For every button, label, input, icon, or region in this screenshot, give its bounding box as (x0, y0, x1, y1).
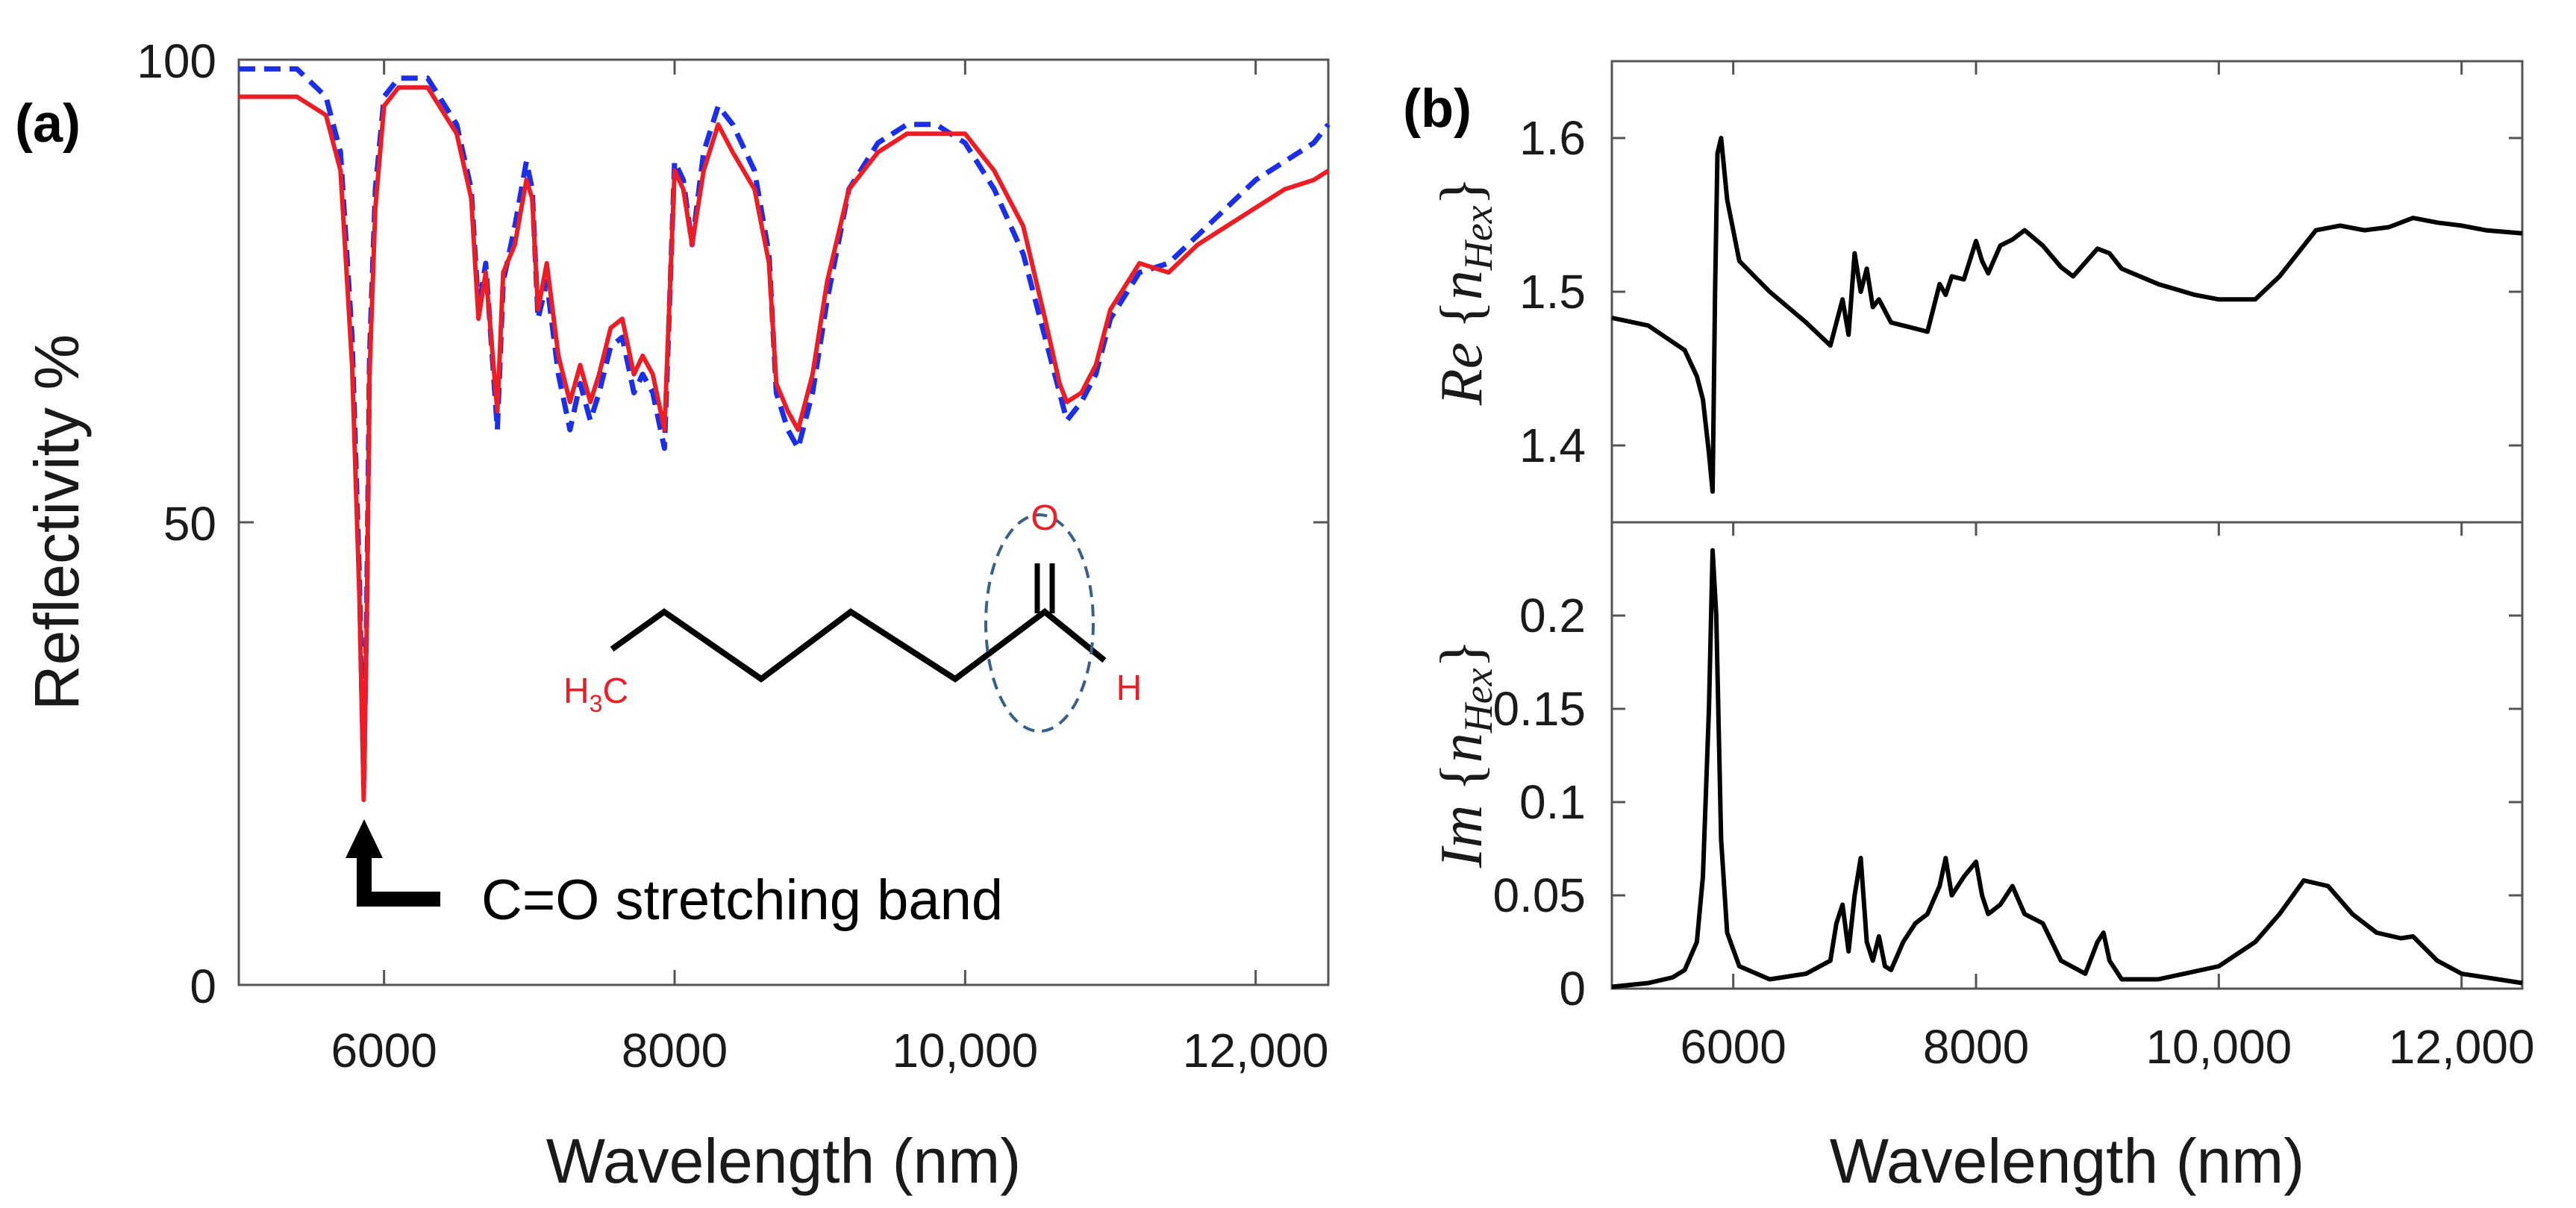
panel-b: (b) 1.4 1.5 1.6 0 0.05 0.1 0.15 0.2 6000 8000 10… (1403, 60, 2535, 1196)
b-x-ticks: 6000 8000 10,000 12,000 (1680, 61, 2535, 1074)
carbon-chain (610, 607, 1107, 683)
b-im-series (1611, 548, 2523, 989)
re-open-brace: { (1429, 300, 1495, 328)
b-re-y-axis-label: Re {nHex} (1429, 177, 1501, 406)
methyl-sub: 3 (590, 690, 603, 717)
a-x-axis-label: Wavelength (nm) (546, 1126, 1021, 1196)
b-x-tick-label: 6000 (1680, 1020, 1786, 1074)
a-x-tick-label: 12,000 (1183, 1024, 1329, 1077)
b-y-tick-label: 0.1 (1519, 775, 1586, 829)
b-re-y-ticks: 1.4 1.5 1.6 (1519, 111, 2522, 472)
a-x-ticks: 6000 8000 10,000 12,000 (331, 60, 1329, 1077)
hydrogen-label: H (1116, 669, 1142, 708)
b-y-tick-label: 1.6 (1519, 111, 1586, 165)
a-x-tick-label: 6000 (331, 1024, 437, 1077)
re-base: n (1429, 270, 1495, 300)
methyl-label: H3C (563, 672, 628, 717)
a-x-tick-label: 10,000 (892, 1024, 1038, 1077)
im-close-brace: } (1429, 639, 1495, 668)
im-base: n (1429, 733, 1495, 763)
a-x-tick-label: 8000 (622, 1024, 728, 1077)
oxygen-label: O (1031, 498, 1058, 538)
plot-a-frame (237, 58, 1330, 986)
b-y-tick-label: 0 (1559, 962, 1586, 1015)
a-y-tick-label: 0 (190, 960, 216, 1013)
re-prefix: Re (1429, 342, 1495, 406)
a-series (239, 66, 1331, 802)
methyl-c: C (602, 672, 628, 711)
im-sub: Hex (1456, 668, 1501, 733)
b-x-tick-label: 10,000 (2145, 1020, 2292, 1074)
arrow-head (346, 819, 383, 858)
b-y-tick-label: 1.4 (1519, 419, 1586, 472)
im-prefix: Im (1429, 805, 1495, 869)
b-y-tick-label: 0.05 (1492, 869, 1586, 922)
carbonyl-arrow: C=O stretching band (346, 819, 1003, 932)
re-sub: Hex (1456, 205, 1501, 271)
b-y-tick-label: 0.2 (1519, 589, 1586, 642)
b-re-series (1611, 136, 2523, 494)
b-x-axis-label: Wavelength (nm) (1830, 1126, 2304, 1196)
panel-a-label: (a) (15, 94, 81, 154)
a-series-measured (239, 85, 1330, 802)
b-series (1611, 136, 2523, 989)
im-open-brace: { (1429, 763, 1495, 791)
a-y-axis-label: Reflectivity % (22, 334, 92, 710)
plot-b-top-frame (1610, 60, 2524, 524)
hexanal-structure: O H H3C (563, 498, 1142, 733)
panel-b-label: (b) (1403, 79, 1472, 139)
b-y-tick-label: 0.15 (1492, 682, 1586, 736)
methyl-h: H (563, 672, 590, 711)
b-im-y-axis-label: Im {nHex} (1429, 639, 1501, 869)
plot-b-bottom-frame (1610, 521, 2524, 990)
a-y-ticks: 0 50 100 (137, 34, 1328, 1013)
arrow-annotation-text: C=O stretching band (481, 869, 1003, 932)
a-y-tick-label: 100 (137, 34, 216, 88)
a-y-tick-label: 50 (163, 497, 216, 551)
arrow-shaft (357, 851, 440, 907)
re-close-brace: } (1429, 177, 1495, 205)
b-y-tick-label: 1.5 (1519, 265, 1586, 319)
b-im-y-ticks: 0 0.05 0.1 0.15 0.2 (1492, 589, 2522, 1015)
b-x-tick-label: 12,000 (2389, 1020, 2535, 1074)
b-x-tick-label: 8000 (1923, 1020, 2029, 1074)
carbonyl-highlight-ellipse (984, 513, 1095, 733)
a-series-simulated (239, 66, 1331, 784)
